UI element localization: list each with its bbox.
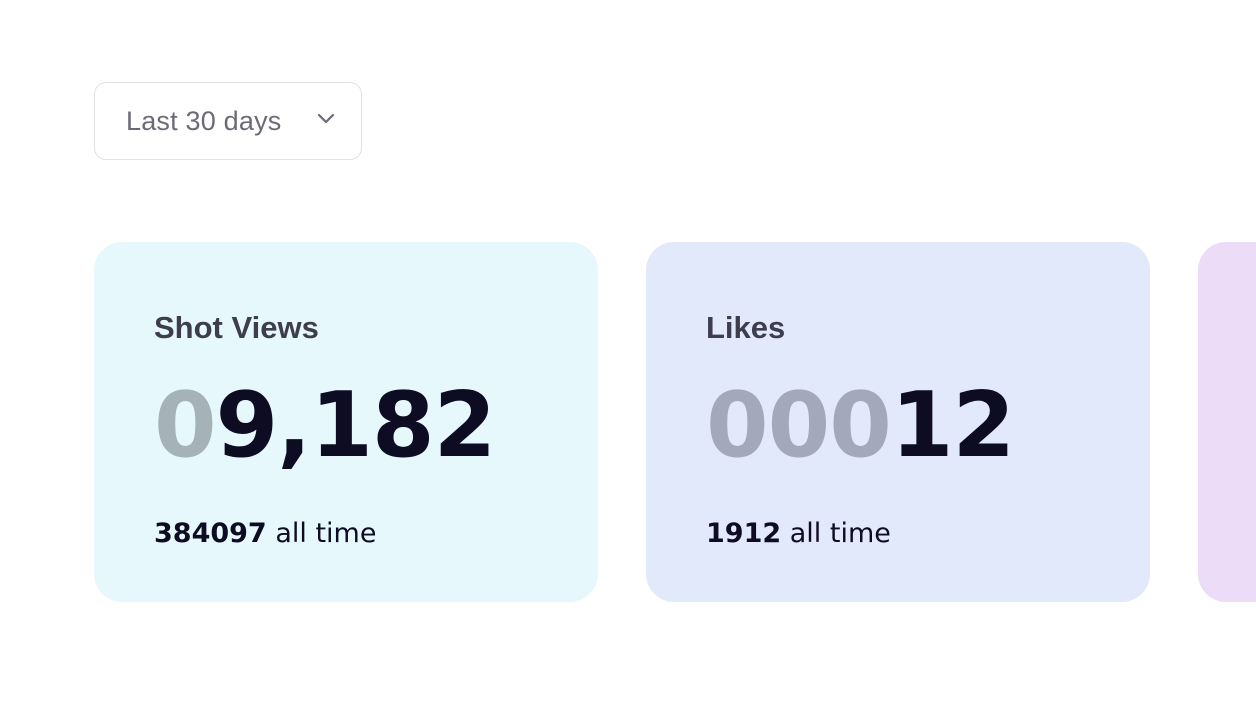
all-time-label: all time	[789, 518, 891, 549]
counter-padding-digits: 0	[154, 373, 217, 478]
card-counter: 00012	[706, 376, 1150, 476]
card-title: Likes	[706, 310, 786, 345]
stats-cards: Shot Views 09,182 384097 all time Likes …	[94, 242, 1256, 602]
date-range-label: Last 30 days	[126, 105, 282, 136]
counter-value: 12	[890, 373, 1015, 478]
shot-views-card: Shot Views 09,182 384097 all time	[94, 242, 598, 602]
chevron-down-icon	[317, 113, 335, 124]
all-time-count: 384097	[154, 518, 267, 549]
counter-value: 9,182	[215, 373, 497, 478]
card-title: Shot Views	[154, 310, 319, 345]
card-counter: 09,182	[154, 376, 598, 476]
likes-card: Likes 00012 1912 all time	[646, 242, 1150, 602]
all-time-stat: 384097 all time	[154, 518, 598, 549]
all-time-label: all time	[275, 518, 377, 549]
all-time-count: 1912	[706, 518, 782, 549]
counter-padding-digits: 000	[706, 373, 892, 478]
date-range-dropdown[interactable]: Last 30 days	[94, 82, 362, 160]
all-time-stat: 1912 all time	[706, 518, 1150, 549]
third-stat-card	[1198, 242, 1256, 602]
